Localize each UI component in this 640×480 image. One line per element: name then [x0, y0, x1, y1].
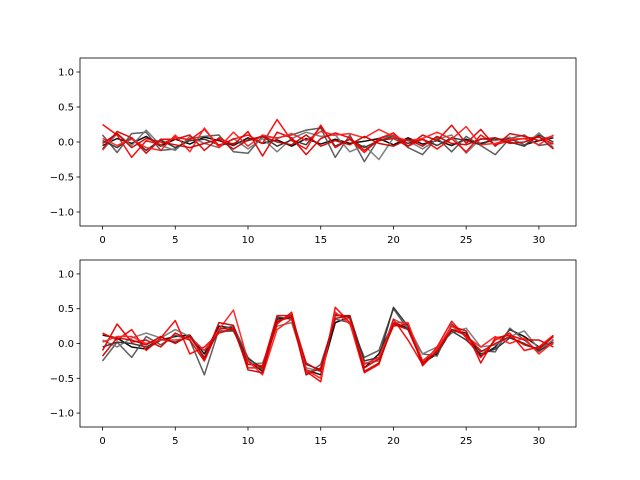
chart-1: 0 5 10 15 20 25 30 −1.0 −0.5 0.0 0.5 1.0 [50, 57, 577, 246]
y-tick-label: 1.0 [58, 68, 74, 79]
chart-2: 0 5 10 15 20 25 30 −1.0 −0.5 0.0 0.5 1.0 [50, 259, 577, 447]
x-tick-label: 15 [314, 235, 327, 246]
y-tick-label: −1.0 [50, 409, 74, 420]
y-tick-label: 0.0 [58, 138, 74, 149]
x-tick-label: 0 [99, 436, 105, 447]
x-tick-label: 15 [314, 436, 327, 447]
y-tick-label: −0.5 [50, 173, 74, 184]
x-tick-label: 20 [387, 235, 400, 246]
series-line-7 [102, 125, 554, 153]
x-tick-label: 5 [172, 436, 178, 447]
y-tick-label: 1.0 [58, 269, 74, 280]
x-tick-label: 20 [387, 436, 400, 447]
x-tick-label: 30 [533, 436, 546, 447]
x-tick-label: 10 [242, 436, 255, 447]
x-tick-label: 10 [242, 235, 255, 246]
series-group [101, 306, 554, 383]
y-tick-label: 0.0 [58, 339, 74, 350]
x-tick-label: 0 [99, 235, 105, 246]
x-tick-label: 30 [533, 235, 546, 246]
series-line-8 [102, 132, 554, 150]
y-tick-label: 0.5 [58, 103, 74, 114]
series-line-8 [101, 314, 554, 376]
y-tick-label: −0.5 [50, 374, 74, 385]
series-group [101, 118, 554, 163]
y-tick-label: −1.0 [50, 208, 74, 219]
x-tick-label: 5 [172, 235, 178, 246]
y-tick-label: 0.5 [58, 304, 74, 315]
x-tick-label: 25 [460, 235, 473, 246]
x-tick-label: 25 [460, 436, 473, 447]
